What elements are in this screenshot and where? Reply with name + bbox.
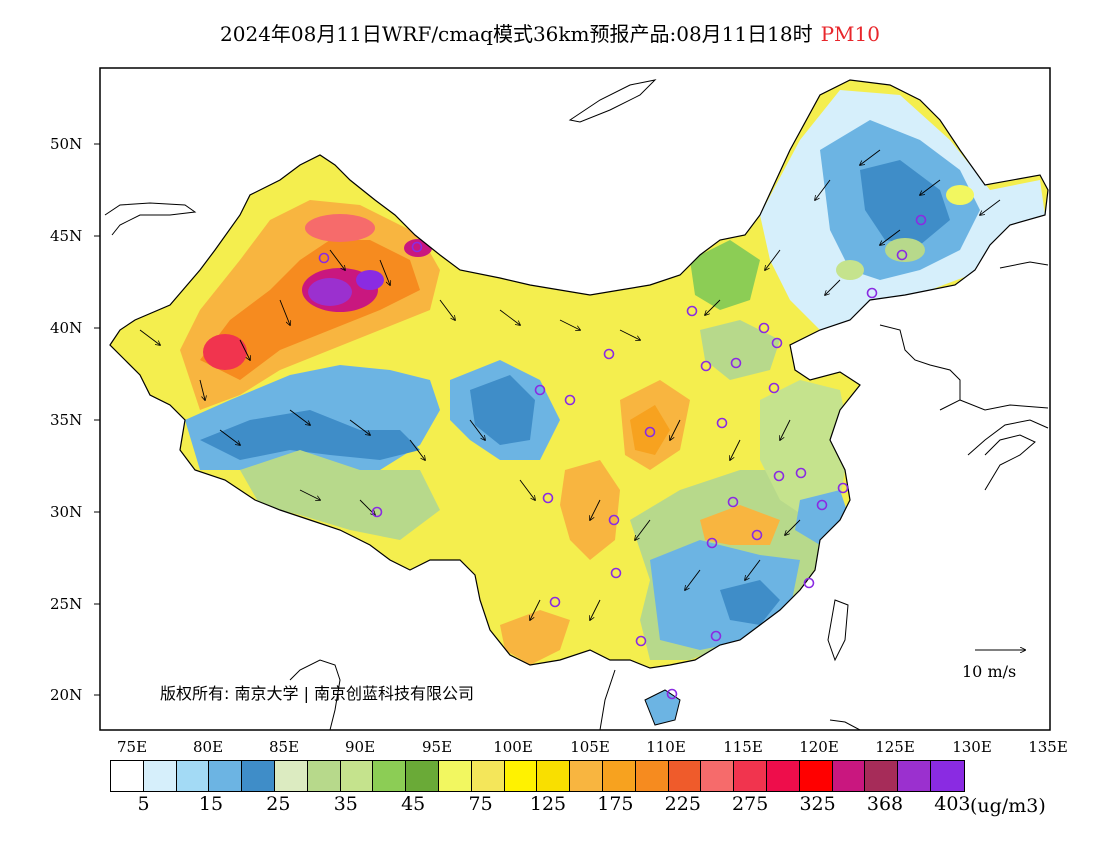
legend-swatch <box>111 761 144 791</box>
lon-label-80e: 80E <box>192 738 224 756</box>
legend-label: 45 <box>401 793 426 815</box>
legend-swatch <box>307 761 341 791</box>
legend-label: 125 <box>529 793 567 815</box>
legend-swatch <box>734 761 767 791</box>
legend-swatch <box>406 761 439 791</box>
parameter-label: PM10 <box>820 22 880 46</box>
legend-swatch <box>799 761 833 791</box>
lat-label-45n: 45N <box>50 227 83 245</box>
legend-label: 225 <box>664 793 701 815</box>
legend-swatch <box>865 761 899 791</box>
lon-label-85e: 85E <box>268 738 300 756</box>
legend-swatch <box>570 761 603 791</box>
legend-label: 275 <box>732 793 769 815</box>
legend-label: 35 <box>333 793 358 815</box>
legend-swatch <box>209 761 243 791</box>
legend-swatch <box>438 761 472 791</box>
lon-label-90e: 90E <box>344 738 376 756</box>
legend-label: 368 <box>866 793 904 815</box>
title-text: 2024年08月11日WRF/cmaq模式36km预报产品:08月11日18时 <box>220 22 813 46</box>
legend-label: 325 <box>799 793 836 815</box>
legend-swatch <box>930 761 964 791</box>
legend-swatch <box>143 761 177 791</box>
lon-label-100e: 100E <box>493 738 533 756</box>
legend-label: 5 <box>137 793 150 815</box>
legend-swatch <box>668 761 702 791</box>
legend-label: 75 <box>468 793 493 815</box>
legend-unit: (ug/m3) <box>970 795 1046 817</box>
lon-label-125e: 125E <box>875 738 915 756</box>
lat-label-20n: 20N <box>50 686 83 704</box>
legend-swatch <box>832 761 866 791</box>
lon-label-95e: 95E <box>421 738 453 756</box>
legend-swatch <box>176 761 210 791</box>
legend-swatch <box>340 761 374 791</box>
lon-label-120e: 120E <box>799 738 839 756</box>
axis-ticks <box>94 143 100 696</box>
wind-scale-label: 10 m/s <box>962 662 1017 681</box>
lon-label-115e: 115E <box>723 738 763 756</box>
legend-swatch <box>504 761 538 791</box>
legend-swatch <box>537 761 571 791</box>
lon-label-75e: 75E <box>116 738 148 756</box>
legend-swatch <box>602 761 636 791</box>
china-border <box>109 79 1049 669</box>
lon-label-135e: 135E <box>1028 738 1068 756</box>
lon-label-105e: 105E <box>570 738 610 756</box>
map-title: 2024年08月11日WRF/cmaq模式36km预报产品:08月11日18时 P… <box>0 18 1100 47</box>
legend-swatch <box>766 761 800 791</box>
legend-swatch <box>635 761 669 791</box>
legend-swatch <box>373 761 407 791</box>
lat-label-30n: 30N <box>50 503 83 521</box>
legend-label: 15 <box>198 793 224 815</box>
legend-label: 403 <box>934 793 971 815</box>
lon-label-130e: 130E <box>952 738 992 756</box>
city-markers <box>318 214 927 700</box>
coastlines <box>104 79 1049 730</box>
copyright-text: 版权所有: 南京大学 | 南京创蓝科技有限公司 <box>160 684 475 703</box>
lat-label-25n: 25N <box>50 595 83 613</box>
legend-label: 25 <box>266 793 291 815</box>
lat-label-50n: 50N <box>50 135 83 153</box>
map-frame <box>99 67 1051 731</box>
lat-label-40n: 40N <box>50 319 83 337</box>
legend-swatch <box>471 761 505 791</box>
color-legend <box>110 760 965 792</box>
lon-label-110e: 110E <box>646 738 686 756</box>
lat-label-35n: 35N <box>50 411 83 429</box>
legend-swatch <box>274 761 308 791</box>
wind-vectors <box>139 149 1001 620</box>
legend-swatch <box>701 761 735 791</box>
legend-swatch <box>898 761 931 791</box>
legend-swatch <box>242 761 275 791</box>
legend-label: 175 <box>597 793 634 815</box>
